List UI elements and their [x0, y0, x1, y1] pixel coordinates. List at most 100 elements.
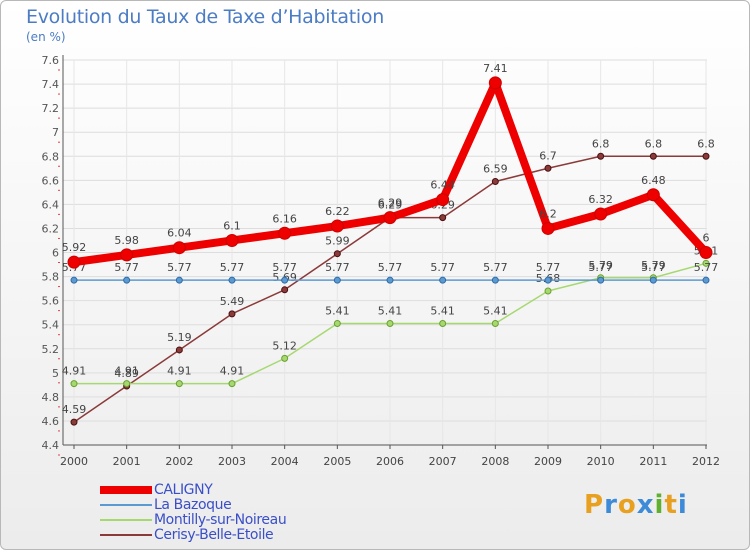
- data-label: 5.77: [167, 261, 192, 274]
- legend-item: La Bazoque: [100, 496, 286, 513]
- data-point: [333, 250, 341, 258]
- data-label: 5.77: [272, 261, 297, 274]
- x-tick-label: 2010: [587, 455, 615, 468]
- data-point: [386, 276, 394, 284]
- data-point: [702, 259, 710, 267]
- data-point: [439, 214, 447, 222]
- logo-letter: i: [677, 490, 688, 520]
- y-tick-label: 6.2: [42, 222, 60, 235]
- x-tick-label: 2012: [692, 455, 720, 468]
- data-point: [491, 319, 499, 327]
- data-label: 5.41: [378, 304, 403, 317]
- data-label: 4.91: [167, 365, 192, 378]
- data-point: [491, 178, 499, 186]
- data-label: 6: [703, 232, 710, 245]
- data-point: [281, 276, 289, 284]
- x-tick-label: 2002: [165, 455, 193, 468]
- data-point: [541, 221, 555, 235]
- data-point: [67, 255, 81, 269]
- data-point: [333, 319, 341, 327]
- x-tick-label: 2011: [639, 455, 667, 468]
- data-point: [172, 241, 186, 255]
- data-label: 4.91: [62, 365, 87, 378]
- y-tick-label: 5.6: [42, 295, 60, 308]
- logo-letter: t: [664, 490, 678, 520]
- y-tick-label: 7.6: [42, 54, 60, 67]
- x-tick-label: 2000: [60, 455, 88, 468]
- data-label: 5.41: [430, 304, 455, 317]
- y-tick-label: 5.2: [42, 343, 60, 356]
- data-label: 6.59: [483, 163, 508, 176]
- x-tick-label: 2005: [323, 455, 351, 468]
- y-tick-label: 5: [52, 367, 59, 380]
- legend-swatch: [100, 485, 152, 494]
- legend-item: CALIGNY: [100, 481, 286, 498]
- data-point: [491, 276, 499, 284]
- x-tick-label: 2004: [271, 455, 299, 468]
- data-point: [70, 276, 78, 284]
- data-label: 5.98: [114, 234, 139, 247]
- legend-label: La Bazoque: [154, 496, 232, 513]
- data-label: 7.41: [483, 62, 508, 75]
- x-tick-label: 2007: [429, 455, 457, 468]
- y-tick-label: 4.6: [42, 415, 60, 428]
- x-tick-label: 2003: [218, 455, 246, 468]
- data-label: 5.49: [220, 295, 245, 308]
- data-label: 5.79: [588, 259, 613, 272]
- data-point: [488, 76, 502, 90]
- y-tick-label: 6.4: [42, 198, 60, 211]
- legend-swatch: [100, 518, 152, 521]
- y-tick-label: 4.8: [42, 391, 60, 404]
- proxiti-logo: Proxiti: [584, 490, 688, 520]
- chart-title: Evolution du Taux de Taxe d’Habitation: [26, 6, 384, 28]
- data-label: 5.77: [641, 261, 666, 274]
- data-label: 6.8: [645, 137, 663, 150]
- logo-letter: i: [654, 490, 665, 520]
- data-point: [436, 193, 450, 207]
- data-point: [594, 207, 608, 221]
- legend-label: Montilly-sur-Noireau: [154, 511, 287, 528]
- data-label: 6.8: [697, 137, 715, 150]
- data-label: 5.19: [167, 331, 192, 344]
- y-tick-label: 7: [52, 126, 59, 139]
- data-label: 5.77: [325, 261, 350, 274]
- x-tick-label: 2009: [534, 455, 562, 468]
- y-tick-label: 5.4: [42, 319, 60, 332]
- data-point: [597, 276, 605, 284]
- data-point: [228, 276, 236, 284]
- data-point: [228, 310, 236, 318]
- data-point: [225, 233, 239, 247]
- data-label: 4.89: [114, 367, 139, 380]
- data-label: 6.44: [430, 179, 455, 192]
- data-label: 5.92: [62, 241, 87, 254]
- data-label: 5.77: [378, 261, 403, 274]
- logo-letter: x: [636, 490, 655, 520]
- data-point: [175, 276, 183, 284]
- data-label: 5.77: [536, 261, 561, 274]
- data-label: 5.77: [694, 261, 719, 274]
- data-point: [120, 248, 134, 262]
- y-tick-label: 5.8: [42, 271, 60, 284]
- y-tick-label: 6.6: [42, 174, 60, 187]
- data-label: 6.8: [592, 137, 610, 150]
- data-label: 6.16: [272, 212, 297, 225]
- data-label: 5.41: [483, 304, 508, 317]
- data-label: 5.12: [272, 339, 297, 352]
- data-label: 5.99: [325, 235, 350, 248]
- data-label: 6.29: [378, 197, 403, 210]
- data-point: [175, 380, 183, 388]
- data-point: [333, 276, 341, 284]
- data-point: [649, 276, 657, 284]
- data-point: [544, 276, 552, 284]
- x-tick-label: 2008: [481, 455, 509, 468]
- legend-swatch: [100, 533, 152, 536]
- legend-label: CALIGNY: [154, 481, 213, 498]
- y-tick-label: 6: [52, 247, 59, 260]
- chart-unit: (en %): [26, 30, 66, 44]
- data-point: [278, 226, 292, 240]
- y-tick-label: 7.4: [42, 78, 60, 91]
- logo-letter: o: [617, 490, 637, 520]
- data-label: 6.29: [378, 199, 403, 212]
